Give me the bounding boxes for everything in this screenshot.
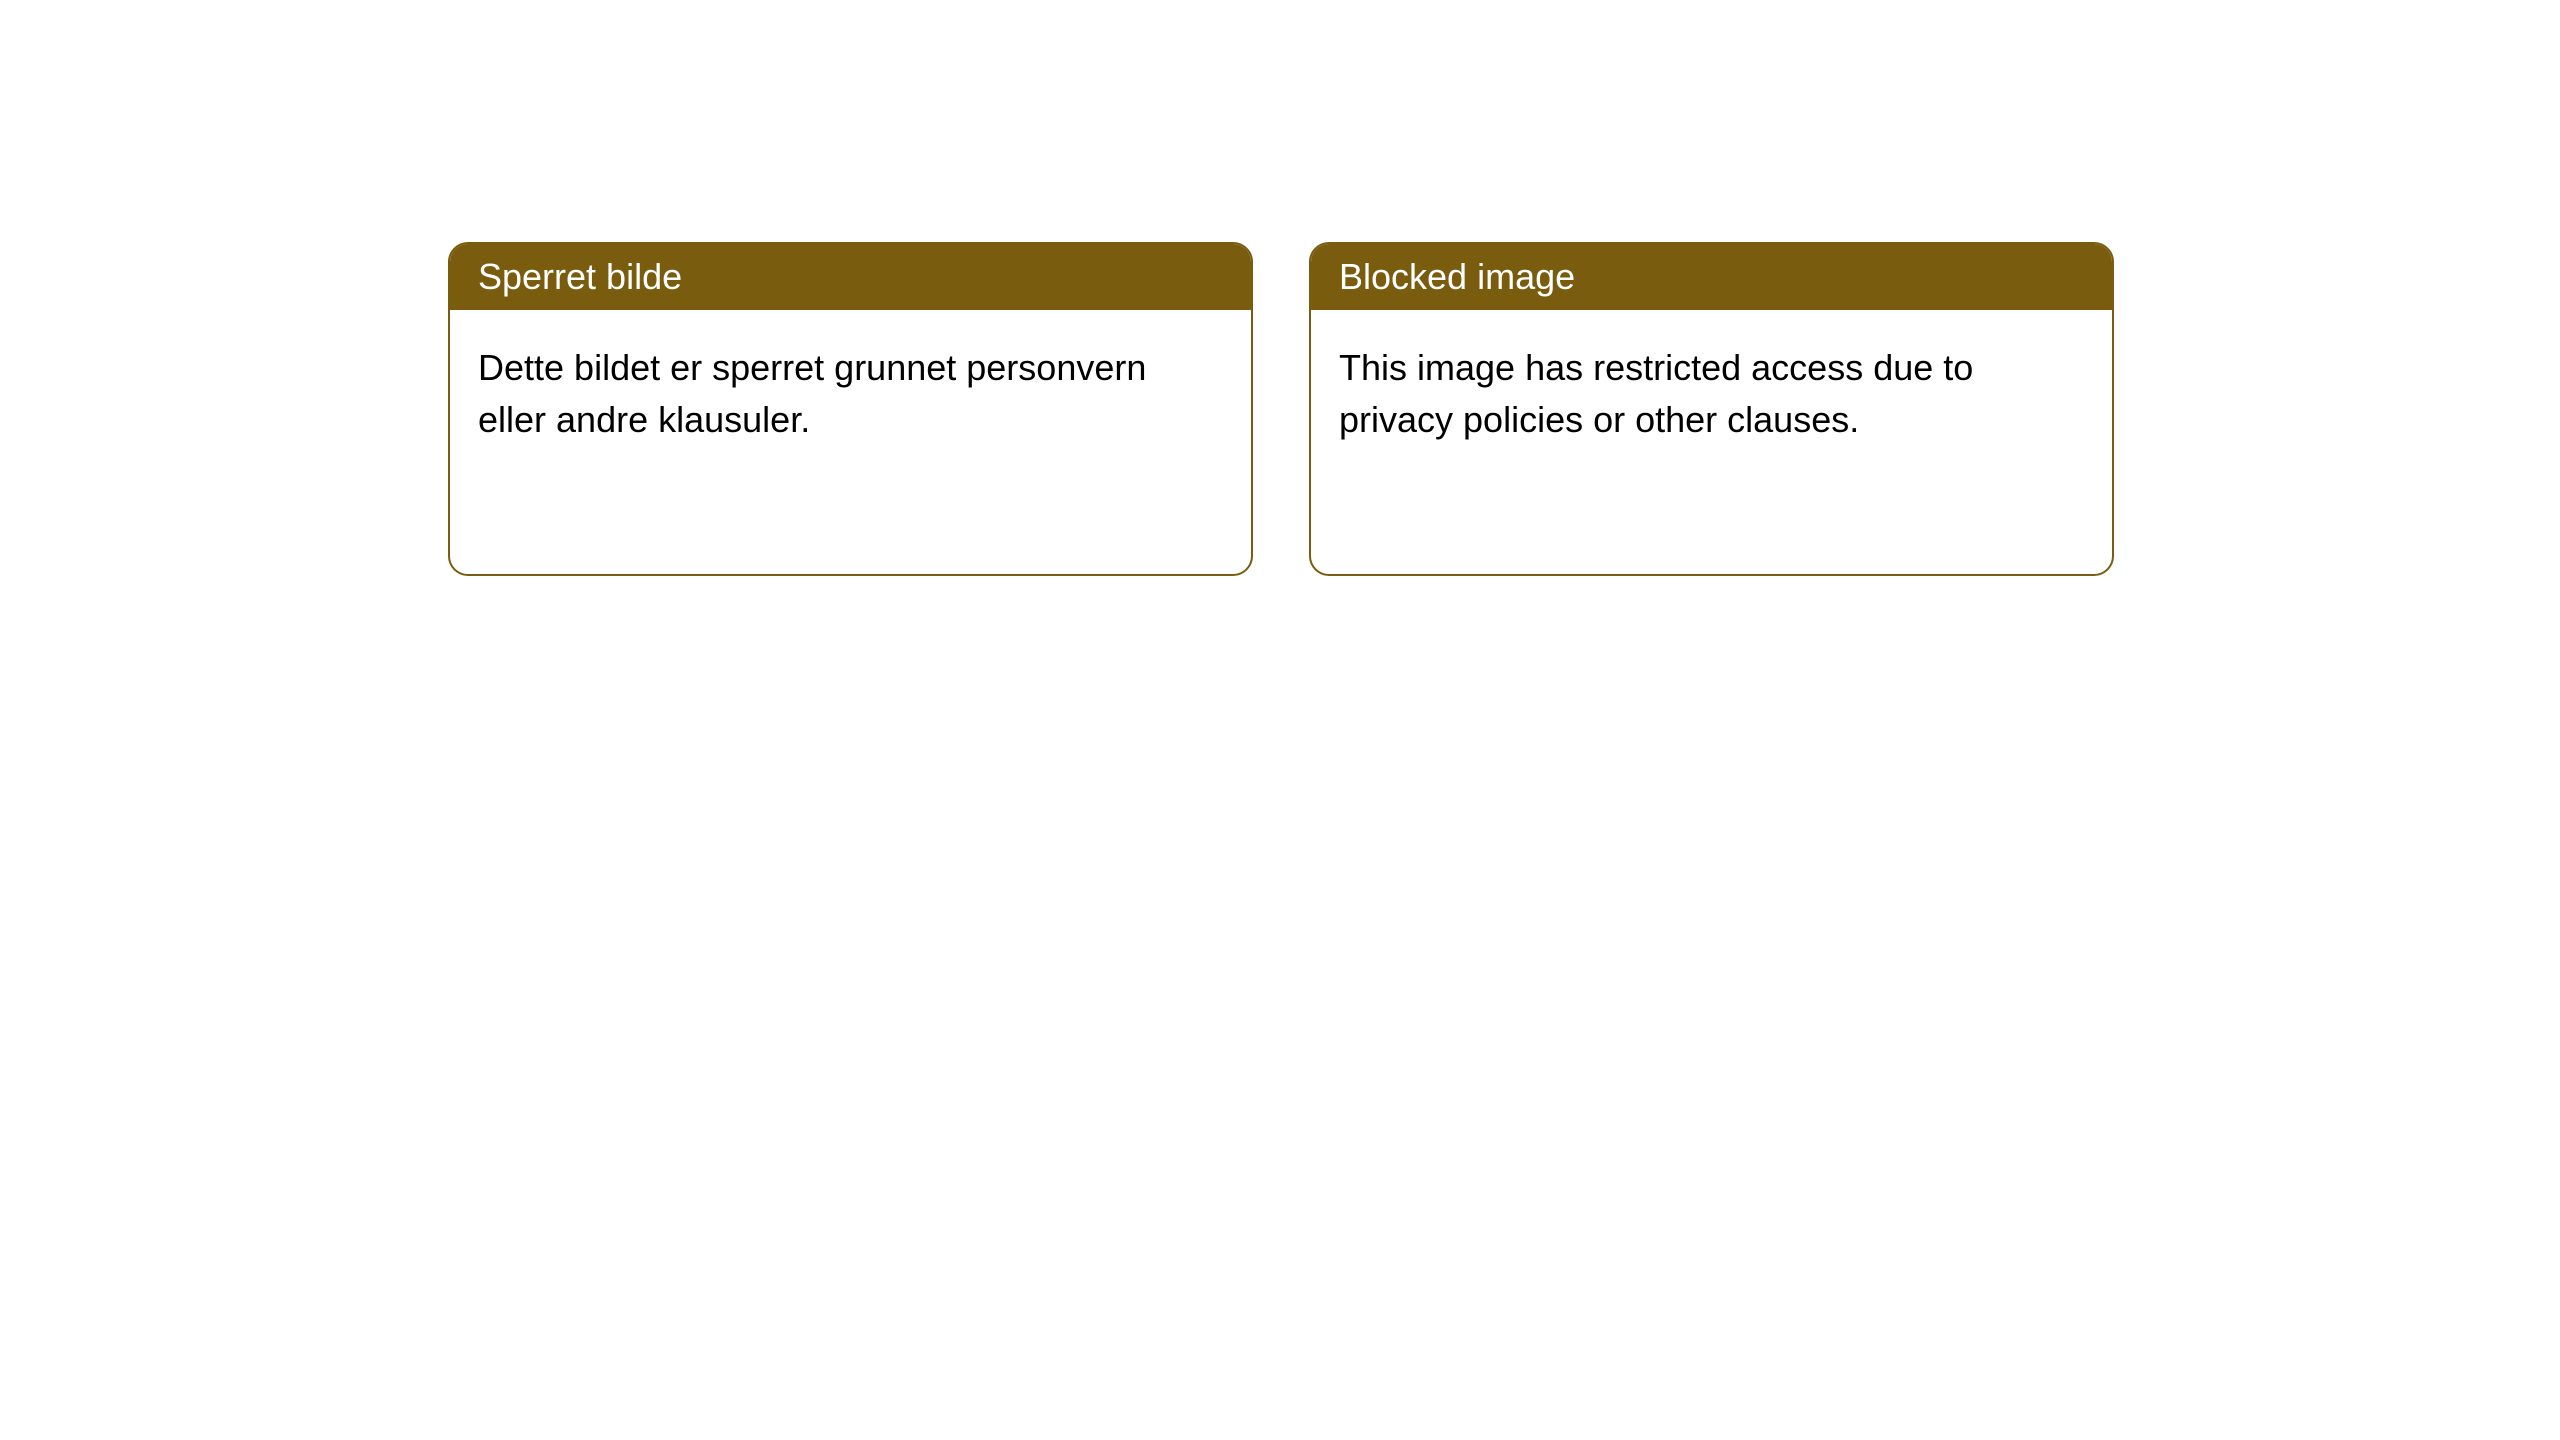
card-header: Sperret bilde xyxy=(450,244,1251,310)
card-english: Blocked image This image has restricted … xyxy=(1309,242,2114,576)
card-body: Dette bildet er sperret grunnet personve… xyxy=(450,310,1251,478)
cards-container: Sperret bilde Dette bildet er sperret gr… xyxy=(448,242,2114,576)
card-title: Blocked image xyxy=(1339,256,1575,297)
card-body-text: This image has restricted access due to … xyxy=(1339,347,1973,440)
card-body: This image has restricted access due to … xyxy=(1311,310,2112,478)
card-header: Blocked image xyxy=(1311,244,2112,310)
card-body-text: Dette bildet er sperret grunnet personve… xyxy=(478,347,1146,440)
card-norwegian: Sperret bilde Dette bildet er sperret gr… xyxy=(448,242,1253,576)
card-title: Sperret bilde xyxy=(478,256,682,297)
